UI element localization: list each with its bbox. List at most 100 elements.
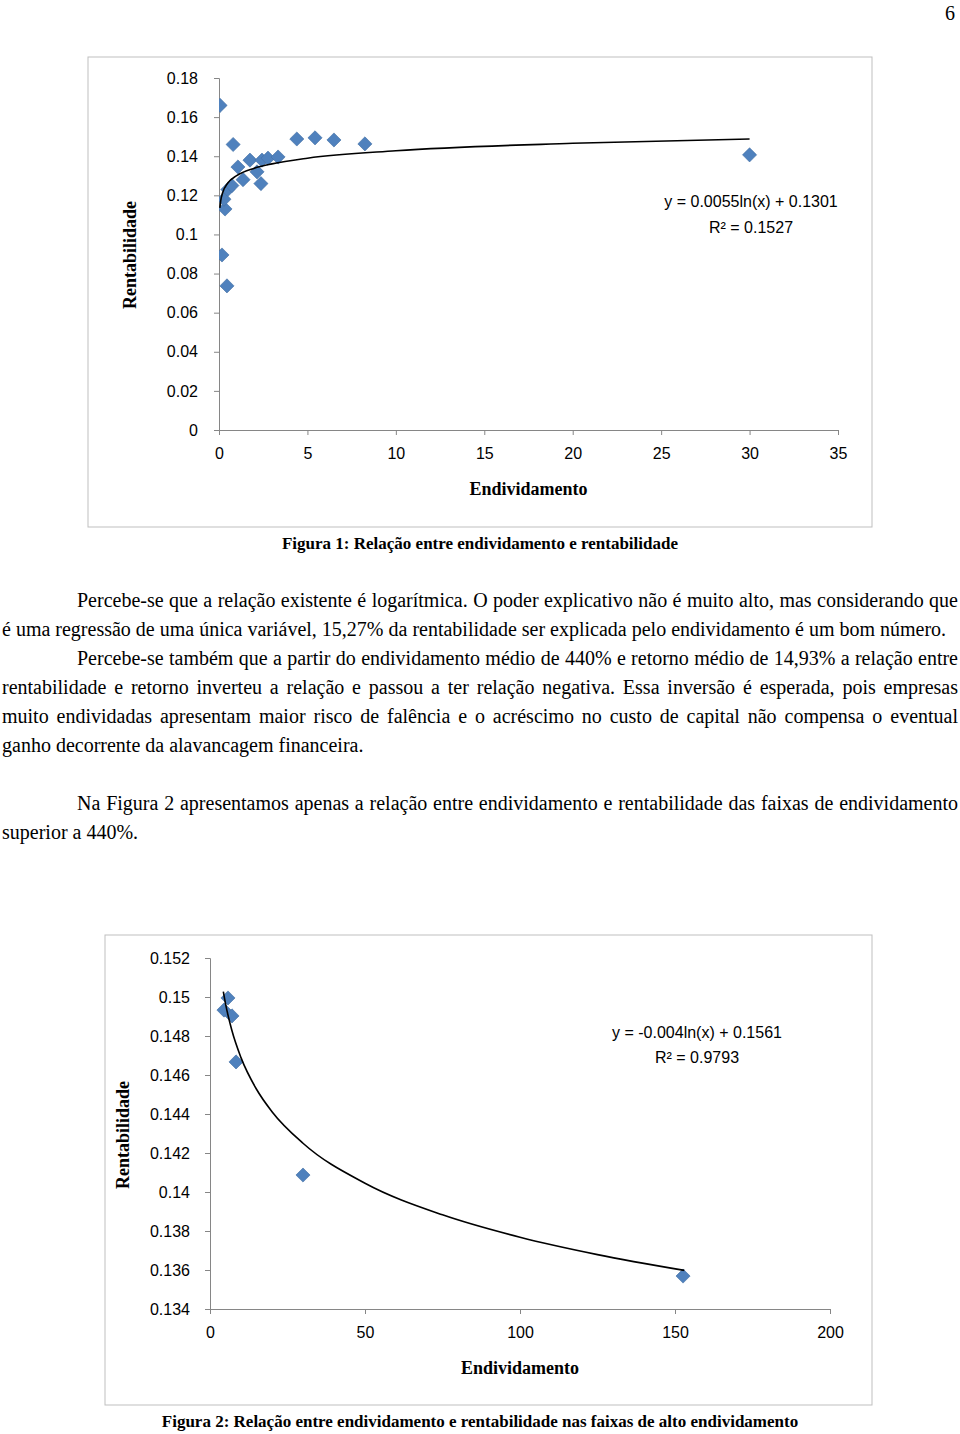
y-tick-label: 0.136 bbox=[150, 1262, 190, 1279]
x-tick-label: 200 bbox=[817, 1324, 844, 1341]
y-tick-mark bbox=[214, 156, 219, 157]
y-tick-label: 0.12 bbox=[167, 187, 198, 204]
paragraph: Percebe-se que a relação existente é log… bbox=[2, 586, 958, 644]
y-tick: 0.148 bbox=[150, 1028, 210, 1045]
y-tick-mark bbox=[214, 78, 219, 79]
x-tick-label: 150 bbox=[662, 1324, 689, 1341]
data-point bbox=[358, 137, 372, 151]
x-tick: 0 bbox=[206, 1309, 215, 1341]
data-point bbox=[296, 1168, 310, 1182]
y-tick: 0.12 bbox=[167, 187, 219, 204]
y-axis-title: Rentabilidade bbox=[120, 201, 140, 309]
data-point bbox=[219, 248, 229, 262]
annotation: R² = 0.1527 bbox=[709, 219, 793, 236]
data-point bbox=[219, 98, 227, 112]
x-tick-mark bbox=[661, 430, 662, 435]
paragraph: Percebe-se também que a partir do endivi… bbox=[2, 644, 958, 760]
x-tick: 25 bbox=[653, 430, 671, 462]
x-tick: 0 bbox=[215, 430, 224, 462]
data-point bbox=[743, 148, 757, 162]
y-tick: 0.16 bbox=[167, 109, 219, 126]
x-tick-mark bbox=[830, 1309, 831, 1314]
y-tick-label: 0.144 bbox=[150, 1106, 190, 1123]
x-axis: 05101520253035 bbox=[215, 430, 847, 462]
y-tick: 0.08 bbox=[167, 265, 219, 282]
chart-frame bbox=[105, 935, 872, 1405]
y-tick: 0.152 bbox=[150, 950, 210, 967]
x-axis-line bbox=[211, 1310, 831, 1315]
x-tick-label: 0 bbox=[206, 1324, 215, 1341]
x-tick: 100 bbox=[507, 1309, 534, 1341]
y-tick-mark bbox=[214, 117, 219, 118]
y-tick-label: 0.14 bbox=[159, 1184, 190, 1201]
x-tick-label: 5 bbox=[303, 445, 312, 462]
x-axis-title: Endividamento bbox=[469, 479, 587, 499]
x-tick-mark bbox=[484, 430, 485, 435]
x-tick: 150 bbox=[662, 1309, 689, 1341]
data-point bbox=[226, 137, 240, 151]
paragraph: Na Figura 2 apresentamos apenas a relaçã… bbox=[2, 789, 958, 847]
x-tick-mark bbox=[675, 1309, 676, 1314]
y-tick: 0.04 bbox=[167, 343, 219, 360]
x-tick: 30 bbox=[741, 430, 759, 462]
x-axis: 0 50 100 150 200 bbox=[206, 1309, 844, 1341]
y-tick: 0 bbox=[189, 422, 219, 439]
data-point bbox=[676, 1269, 690, 1283]
x-tick-label: 50 bbox=[357, 1324, 375, 1341]
y-tick-label: 0 bbox=[189, 422, 198, 439]
data-point bbox=[254, 177, 268, 191]
x-tick-mark bbox=[307, 430, 308, 435]
x-axis-line bbox=[220, 431, 839, 436]
y-tick-label: 0.148 bbox=[150, 1028, 190, 1045]
y-tick: 0.146 bbox=[150, 1067, 210, 1084]
x-tick-label: 30 bbox=[741, 445, 759, 462]
x-tick-mark bbox=[520, 1309, 521, 1314]
x-tick-label: 20 bbox=[564, 445, 582, 462]
y-tick-mark bbox=[205, 1114, 210, 1115]
y-tick-label: 0.15 bbox=[159, 989, 190, 1006]
y-tick: 0.138 bbox=[150, 1223, 210, 1240]
y-tick-label: 0.16 bbox=[167, 109, 198, 126]
figure-caption: Figura 1: Relação entre endividamento e … bbox=[282, 534, 678, 553]
y-tick: 0.06 bbox=[167, 304, 219, 321]
x-tick-label: 35 bbox=[830, 445, 848, 462]
x-tick-label: 100 bbox=[507, 1324, 534, 1341]
y-tick: 0.15 bbox=[159, 989, 210, 1006]
x-tick-label: 25 bbox=[653, 445, 671, 462]
annotation: R² = 0.9793 bbox=[655, 1049, 739, 1066]
y-tick-label: 0.02 bbox=[167, 383, 198, 400]
y-tick-mark bbox=[205, 1192, 210, 1193]
page-number: 6 bbox=[945, 2, 955, 24]
y-axis: 0.1340.1360.1380.140.1420.1440.1460.1480… bbox=[150, 950, 211, 1318]
x-tick: 20 bbox=[564, 430, 582, 462]
y-tick: 0.18 bbox=[167, 70, 219, 87]
x-tick-mark bbox=[573, 430, 574, 435]
y-tick-label: 0.152 bbox=[150, 950, 190, 967]
x-tick-mark bbox=[838, 430, 839, 435]
y-axis-line bbox=[205, 959, 211, 1310]
y-tick-mark bbox=[205, 1036, 210, 1037]
y-tick-mark bbox=[205, 1231, 210, 1232]
y-tick-mark bbox=[205, 1153, 210, 1154]
y-tick-mark bbox=[214, 195, 219, 196]
chart-frame bbox=[88, 57, 872, 527]
y-axis: 00.020.040.060.080.10.120.140.160.18 bbox=[167, 70, 220, 439]
y-tick: 0.134 bbox=[150, 1301, 210, 1318]
x-tick: 10 bbox=[387, 430, 405, 462]
x-tick-label: 0 bbox=[215, 445, 224, 462]
y-tick-mark bbox=[205, 1270, 210, 1271]
y-tick-label: 0.04 bbox=[167, 343, 198, 360]
annotation: y = 0.0055ln(x) + 0.1301 bbox=[664, 193, 838, 210]
x-tick: 50 bbox=[357, 1309, 375, 1341]
x-tick: 35 bbox=[830, 430, 848, 462]
y-tick-mark bbox=[214, 391, 219, 392]
x-axis-title: Endividamento bbox=[461, 1358, 579, 1378]
y-tick: 0.1 bbox=[176, 226, 219, 243]
annotation: y = -0.004ln(x) + 0.1561 bbox=[612, 1024, 782, 1041]
data-point bbox=[327, 133, 341, 147]
y-tick-label: 0.08 bbox=[167, 265, 198, 282]
figure-caption: Figura 2: Relação entre endividamento e … bbox=[162, 1412, 798, 1431]
y-tick-mark bbox=[214, 313, 219, 314]
y-tick-label: 0.146 bbox=[150, 1067, 190, 1084]
y-axis-line bbox=[214, 79, 220, 431]
